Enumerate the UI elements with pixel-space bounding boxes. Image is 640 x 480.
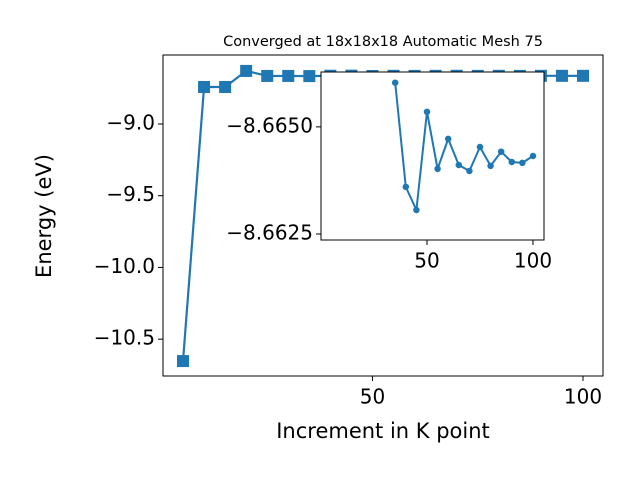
y-tick-label: −10.0 <box>94 254 155 278</box>
data-marker <box>529 152 537 160</box>
y-axis-label: Energy (eV) <box>32 154 56 278</box>
data-marker <box>198 80 211 93</box>
data-marker <box>240 64 253 77</box>
data-marker <box>434 165 441 173</box>
x-tick-label: 50 <box>414 249 439 273</box>
data-marker <box>423 108 431 116</box>
x-tick-label: 50 <box>360 385 385 409</box>
data-marker <box>282 69 295 82</box>
data-marker <box>508 158 516 166</box>
x-tick-label: 100 <box>514 249 552 273</box>
y-tick-label: −9.5 <box>106 182 155 206</box>
y-tick-label: −9.0 <box>106 110 155 134</box>
chart-title: Converged at 18x18x18 Automatic Mesh 75 <box>223 34 543 50</box>
x-tick-label: 100 <box>564 385 602 409</box>
data-marker <box>413 206 420 214</box>
axes-frame <box>320 71 545 241</box>
data-marker <box>444 135 452 143</box>
y-tick-label: −10.5 <box>94 326 155 350</box>
data-marker <box>455 161 463 169</box>
y-tick-label: −8.6625 <box>226 221 313 245</box>
data-marker <box>577 69 589 82</box>
data-marker <box>219 80 232 93</box>
y-tick-label: −8.6650 <box>226 113 313 137</box>
data-marker <box>391 79 399 86</box>
data-marker <box>402 183 410 191</box>
x-axis-label: Increment in K point <box>276 419 490 443</box>
data-marker <box>476 143 484 151</box>
data-marker <box>519 159 526 167</box>
data-marker <box>497 148 505 155</box>
data-marker <box>177 355 189 368</box>
data-marker <box>261 69 274 82</box>
axes-frame <box>162 54 604 377</box>
plot-area <box>321 72 544 240</box>
data-marker <box>303 70 316 83</box>
data-marker <box>555 69 568 82</box>
data-marker <box>487 162 494 170</box>
data-marker <box>466 167 473 175</box>
